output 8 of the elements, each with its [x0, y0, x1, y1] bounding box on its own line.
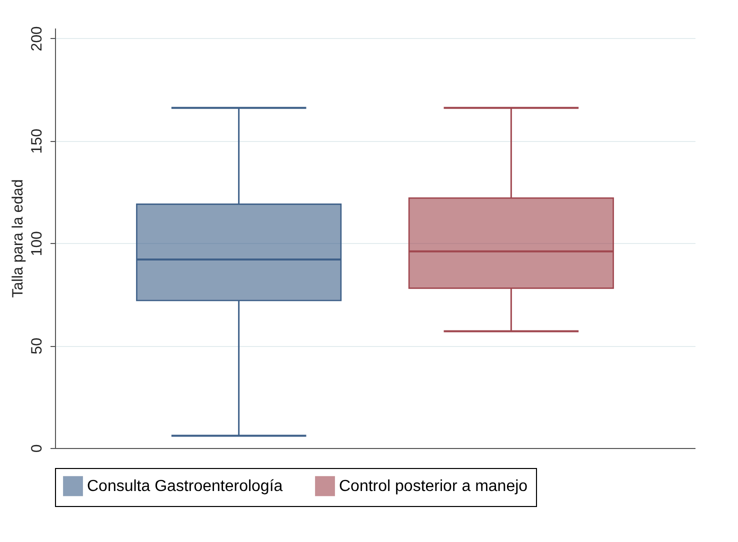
y-tick-label: 100 — [28, 231, 46, 256]
y-tick-label: 0 — [28, 444, 46, 453]
legend-label: Control posterior a manejo — [339, 478, 528, 496]
y-axis-title: Talla para la edad — [10, 179, 26, 298]
y-tick-label: 200 — [28, 26, 46, 52]
y-tick-label: 50 — [28, 338, 46, 354]
y-tick-label: 150 — [28, 128, 46, 154]
legend-label: Consulta Gastroenterología — [87, 478, 283, 496]
